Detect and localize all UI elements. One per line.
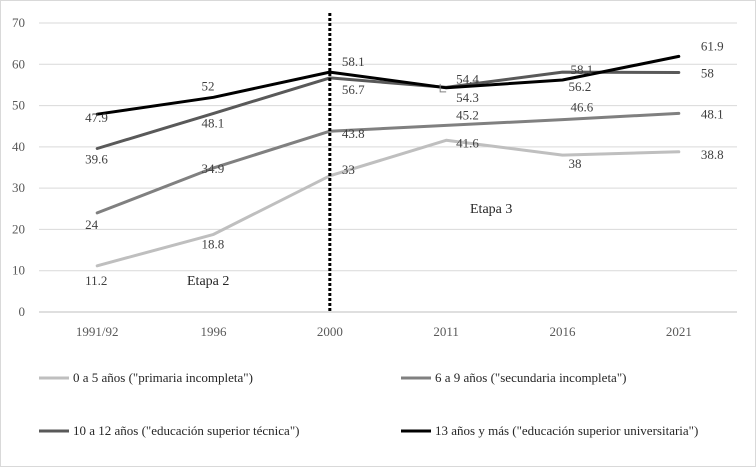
data-label-superior-universitaria: 54.3 — [456, 90, 479, 105]
series-line-superior-tecnica — [95, 70, 681, 150]
y-tick-label: 0 — [19, 304, 26, 319]
series-line-primaria-incompleta — [95, 138, 681, 268]
data-label-primaria-incompleta: 11.2 — [85, 273, 107, 288]
legend-label-superior-universitaria: 13 años y más ("educación superior unive… — [435, 423, 698, 438]
x-tick-label: 1991/92 — [76, 324, 119, 339]
data-label-superior-universitaria: 52 — [202, 78, 215, 93]
series-lines — [95, 54, 681, 268]
label-leader-line — [439, 83, 447, 93]
data-label-superior-universitaria: 47.9 — [85, 110, 108, 125]
y-tick-label: 50 — [12, 98, 25, 113]
y-tick-label: 70 — [12, 15, 25, 30]
data-label-secundaria-incompleta: 34.9 — [202, 161, 225, 176]
x-tick-label: 2021 — [666, 324, 692, 339]
y-tick-label: 40 — [12, 139, 25, 154]
data-label-superior-universitaria: 58.1 — [342, 54, 365, 69]
data-label-primaria-incompleta: 38.8 — [701, 147, 724, 162]
annotation-etapa-3: Etapa 3 — [470, 202, 512, 217]
y-tick-label: 60 — [12, 56, 25, 71]
legend-label-secundaria-incompleta: 6 a 9 años ("secundaria incompleta") — [435, 370, 626, 385]
annotations: Etapa 2 Etapa 3 — [187, 202, 512, 289]
legend-label-superior-tecnica: 10 a 12 años ("educación superior técnic… — [73, 423, 299, 438]
data-label-primaria-incompleta: 33 — [342, 162, 355, 177]
legend: 0 a 5 años ("primaria incompleta") 6 a 9 … — [39, 370, 698, 438]
x-tick-label: 2000 — [317, 324, 343, 339]
y-tick-label: 20 — [12, 221, 25, 236]
data-labels: 11.2 18.8 33 41.6 38 38.8 24 34.9 43.8 45.2 46.6 48… — [85, 38, 723, 287]
y-tick-label: 30 — [12, 180, 25, 195]
data-label-superior-tecnica: 58 — [701, 66, 714, 81]
data-label-superior-tecnica: 58.1 — [571, 62, 594, 77]
data-label-secundaria-incompleta: 43.8 — [342, 126, 365, 141]
data-label-superior-tecnica: 54.4 — [456, 71, 479, 86]
data-label-secundaria-incompleta: 24 — [85, 217, 99, 232]
y-axis-ticks: 0 10 20 30 40 50 60 70 — [12, 15, 25, 319]
data-label-secundaria-incompleta: 48.1 — [701, 106, 724, 121]
x-tick-label: 1996 — [201, 324, 228, 339]
series-line-superior-universitaria — [95, 54, 681, 116]
x-axis-ticks: 1991/92 1996 2000 2011 2016 2021 — [76, 324, 692, 339]
data-label-primaria-incompleta: 38 — [569, 156, 582, 171]
data-label-superior-tecnica: 56.7 — [342, 82, 365, 97]
data-label-secundaria-incompleta: 46.6 — [571, 100, 594, 115]
data-label-secundaria-incompleta: 45.2 — [456, 107, 479, 122]
data-label-superior-tecnica: 48.1 — [202, 115, 225, 130]
x-tick-label: 2016 — [550, 324, 577, 339]
y-tick-label: 10 — [12, 263, 25, 278]
data-label-superior-universitaria: 61.9 — [701, 38, 724, 53]
data-label-primaria-incompleta: 41.6 — [456, 135, 479, 150]
data-label-superior-universitaria: 56.2 — [569, 79, 592, 94]
data-label-superior-tecnica: 39.6 — [85, 152, 108, 167]
legend-label-primaria-incompleta: 0 a 5 años ("primaria incompleta") — [73, 370, 253, 385]
series-line-secundaria-incompleta — [95, 111, 681, 215]
annotation-etapa-2: Etapa 2 — [187, 274, 229, 289]
x-tick-label: 2011 — [433, 324, 459, 339]
data-label-primaria-incompleta: 18.8 — [202, 236, 225, 251]
